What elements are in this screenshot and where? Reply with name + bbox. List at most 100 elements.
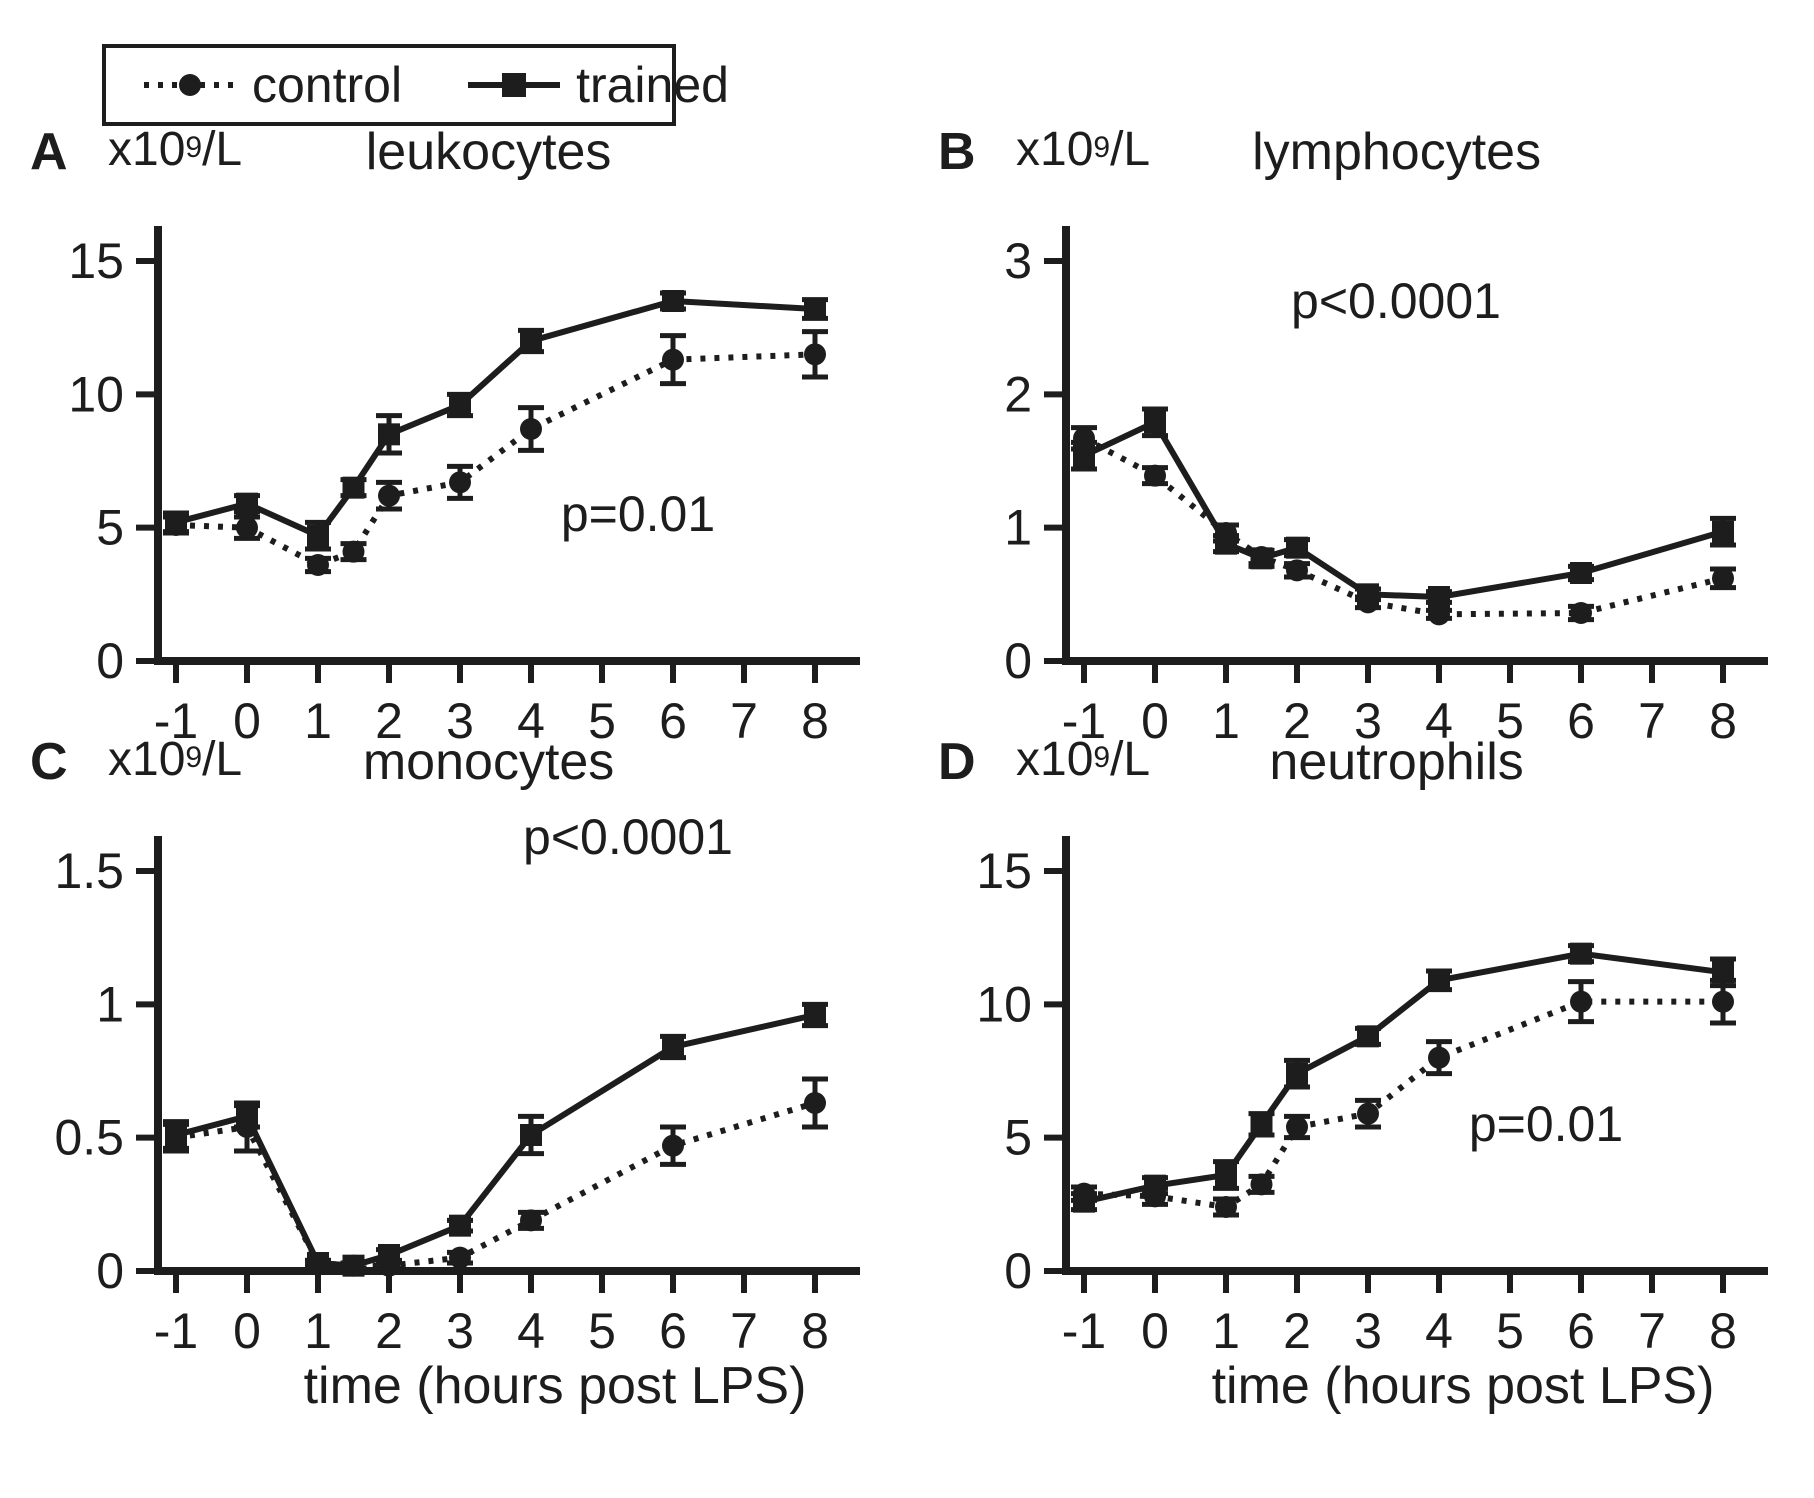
control-line-circle-icon xyxy=(144,74,236,96)
x-tick-label: -1 xyxy=(154,1303,198,1356)
unit-base: x10 xyxy=(1016,123,1094,176)
data-point-trained xyxy=(449,394,471,416)
x-tick-label: 2 xyxy=(1283,693,1311,746)
x-tick-label: 5 xyxy=(1496,1303,1524,1356)
unit-base: x10 xyxy=(108,733,186,786)
series-trained-line xyxy=(1083,950,1724,1205)
data-point-control xyxy=(520,418,542,440)
data-point-control xyxy=(1712,567,1734,590)
unit-base: x10 xyxy=(1016,733,1094,786)
data-point-trained xyxy=(1570,942,1592,965)
y-tick-label: 5 xyxy=(96,500,124,556)
x-tick-label: 0 xyxy=(1141,693,1169,746)
data-point-trained xyxy=(1712,961,1734,984)
y-axis-unit: x109/L xyxy=(108,736,242,784)
series-control-line xyxy=(175,351,816,569)
x-tick-label: 0 xyxy=(233,693,261,746)
unit-exponent: 9 xyxy=(185,131,203,164)
x-tick-label: -1 xyxy=(154,693,198,746)
x-tick-label: 8 xyxy=(1709,693,1737,746)
y-axis-unit: x109/L xyxy=(108,126,242,174)
x-tick-label: 8 xyxy=(801,1303,829,1356)
data-point-control xyxy=(1215,522,1237,544)
y-tick-label: 0 xyxy=(96,633,124,689)
data-point-trained xyxy=(520,1124,542,1146)
x-tick-label: 8 xyxy=(1709,1303,1737,1356)
data-point-control xyxy=(165,514,187,536)
x-tick-label: 5 xyxy=(1496,693,1524,746)
x-tick-label: 1 xyxy=(1212,1303,1240,1356)
data-point-control xyxy=(1250,1173,1273,1196)
y-tick-label: 2 xyxy=(1004,366,1032,422)
x-tick-label: 2 xyxy=(375,1303,403,1356)
data-point-control xyxy=(662,1134,684,1157)
x-tick-label: 3 xyxy=(446,1303,474,1356)
x-tick-label: 1 xyxy=(304,1303,332,1356)
legend-item-trained: trained xyxy=(466,60,729,110)
x-tick-label: 5 xyxy=(588,1303,616,1356)
panel-title: neutrophils xyxy=(1269,733,1524,791)
panel-letter: A xyxy=(30,123,68,181)
panel-header: D x109/L neutrophils xyxy=(916,736,1806,792)
data-point-control xyxy=(1250,546,1273,568)
data-point-control xyxy=(1144,1185,1166,1208)
data-point-control xyxy=(804,343,826,366)
panel-monocytes: C x109/L monocytes -1 0 1 2 3 4 5 6 7 8 0 0.5 1 1.5 p<… xyxy=(8,736,898,1436)
data-point-control xyxy=(1712,990,1734,1013)
panel-letter: D xyxy=(938,733,976,791)
data-point-control xyxy=(1144,464,1166,487)
panel-leukocytes: A x109/L leukocytes -1 0 1 2 3 4 5 6 7 8 0 5 10 15 p=0… xyxy=(8,126,898,826)
data-point-control xyxy=(1215,1196,1237,1218)
data-point-control xyxy=(449,1246,471,1269)
data-point-trained xyxy=(1286,536,1308,559)
legend-label-control: control xyxy=(252,57,403,113)
y-tick-label: 0 xyxy=(1004,1243,1032,1299)
unit-denominator: /L xyxy=(202,123,243,176)
y-axis-unit: x109/L xyxy=(1016,126,1150,174)
x-tick-label: 2 xyxy=(1283,1303,1311,1356)
data-point-control xyxy=(662,348,684,371)
unit-base: x10 xyxy=(108,123,186,176)
x-tick-label: 7 xyxy=(730,693,758,746)
data-point-trained xyxy=(307,524,329,547)
unit-denominator: /L xyxy=(1110,123,1151,176)
data-point-trained xyxy=(1250,1113,1273,1136)
panel-letter: C xyxy=(30,733,68,791)
data-point-trained xyxy=(1073,444,1095,467)
y-tick-label: 10 xyxy=(976,976,1032,1032)
unit-denominator: /L xyxy=(1110,733,1151,786)
legend-item-control: control xyxy=(142,60,402,110)
data-point-trained xyxy=(1357,1025,1379,1048)
data-point-control xyxy=(1570,990,1592,1013)
y-tick-label: 0 xyxy=(96,1243,124,1299)
x-tick-label: 7 xyxy=(1638,1303,1666,1356)
data-point-control xyxy=(342,540,365,563)
series-trained-line xyxy=(1082,418,1724,601)
x-tick-label: 7 xyxy=(730,1303,758,1356)
x-tick-label: 1 xyxy=(304,693,332,746)
panel-title: monocytes xyxy=(362,733,615,791)
data-point-trained xyxy=(804,1004,826,1026)
series-control-line xyxy=(1083,998,1723,1211)
x-tick-label: 8 xyxy=(801,693,829,746)
unit-exponent: 9 xyxy=(1093,741,1111,774)
panel-header: B x109/L lymphocytes xyxy=(916,126,1806,182)
plot-monocytes: -1 0 1 2 3 4 5 6 7 800.511.5p<0.0001 xyxy=(54,809,860,1356)
data-point-trained xyxy=(1570,562,1592,584)
data-point-control xyxy=(520,1209,542,1232)
panel-letter: B xyxy=(938,123,976,181)
x-tick-label: 4 xyxy=(517,693,545,746)
data-point-control xyxy=(1428,1046,1450,1069)
data-point-trained xyxy=(662,1036,684,1058)
data-point-trained xyxy=(1428,969,1450,992)
data-point-trained xyxy=(1428,586,1450,608)
data-point-trained xyxy=(1286,1062,1308,1085)
x-tick-label: 4 xyxy=(1425,1303,1453,1356)
data-point-control xyxy=(342,1254,365,1277)
x-tick-label: 6 xyxy=(659,693,687,746)
y-tick-label: 5 xyxy=(1004,1110,1032,1166)
data-point-trained xyxy=(449,1214,471,1237)
